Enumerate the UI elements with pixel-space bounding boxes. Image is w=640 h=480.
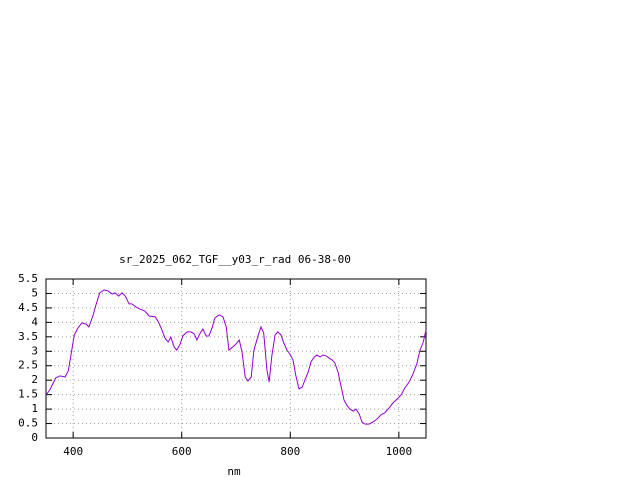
chart-title: sr_2025_062_TGF__y03_r_rad 06-38-00 [119, 253, 351, 266]
y-tick-label: 3.5 [18, 330, 38, 343]
y-tick-label: 3 [31, 344, 38, 357]
y-tick-label: 1.5 [18, 388, 38, 401]
y-tick-label: 2.5 [18, 359, 38, 372]
y-tick-label: 0 [31, 431, 38, 444]
y-tick-label: 4.5 [18, 301, 38, 314]
y-tick-label: 5 [31, 286, 38, 299]
plot-border [45, 278, 427, 439]
x-axis-label: nm [227, 465, 241, 478]
y-tick-label: 5.5 [18, 272, 38, 285]
x-tick-label: 400 [63, 445, 83, 458]
x-tick-label: 600 [172, 445, 192, 458]
y-tick-label: 0.5 [18, 417, 38, 430]
y-tick-label: 2 [31, 373, 38, 386]
y-tick-label: 4 [31, 315, 38, 328]
x-tick-label: 800 [280, 445, 300, 458]
x-tick-label: 1000 [386, 445, 413, 458]
y-tick-label: 1 [31, 402, 38, 415]
data-line [45, 289, 427, 425]
